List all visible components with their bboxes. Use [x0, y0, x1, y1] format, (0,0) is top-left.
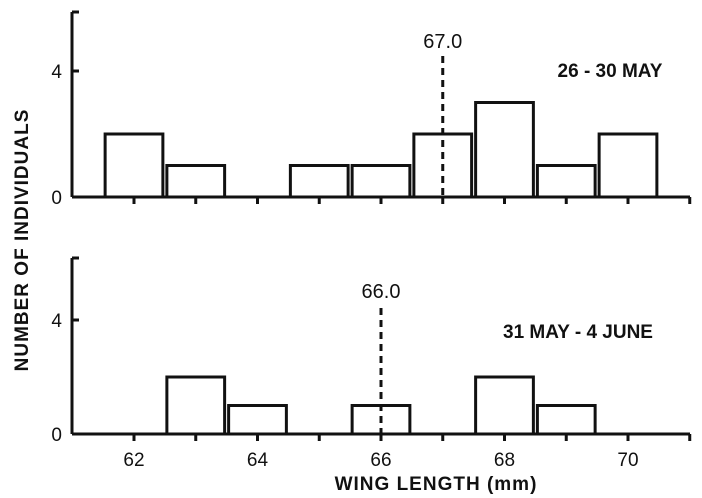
histogram-bar: [474, 375, 535, 436]
y-tick-label: 4: [51, 311, 62, 332]
x-tick-label: 66: [370, 450, 391, 471]
histogram-bar: [227, 404, 288, 436]
histogram-bar: [535, 404, 597, 436]
histogram-bar: [350, 164, 412, 199]
y-tick-label: 0: [51, 188, 62, 209]
y-axis-title: NUMBER OF INDIVIDUALS: [12, 109, 33, 372]
x-tick-label: 64: [247, 450, 269, 471]
histogram-bar: [474, 101, 535, 199]
mean-label: 67.0: [423, 31, 462, 53]
x-axis-title: WING LENGTH (mm): [335, 474, 538, 495]
histogram-bar: [165, 375, 227, 436]
panel-bottom: 0 4 66.0 31 MAY - 4 JUNE 62 64 66 68 70: [51, 256, 692, 471]
histogram-bar: [288, 164, 350, 199]
panel-date-label: 26 - 30 MAY: [558, 61, 663, 82]
panel-date-label: 31 MAY - 4 JUNE: [503, 322, 653, 343]
histogram-bar: [165, 164, 227, 199]
histogram-bar: [103, 132, 165, 199]
x-tick-label: 62: [123, 450, 144, 471]
panel-top: 0 4 67.0 26 - 30 MAY: [51, 10, 692, 209]
y-tick-label: 0: [51, 425, 62, 446]
histogram-bar: [535, 164, 597, 199]
y-tick-label: 4: [51, 62, 62, 83]
mean-label: 66.0: [362, 281, 401, 303]
x-tick-label: 70: [617, 450, 638, 471]
histogram-bar: [597, 132, 659, 199]
x-tick-label: 68: [494, 450, 515, 471]
